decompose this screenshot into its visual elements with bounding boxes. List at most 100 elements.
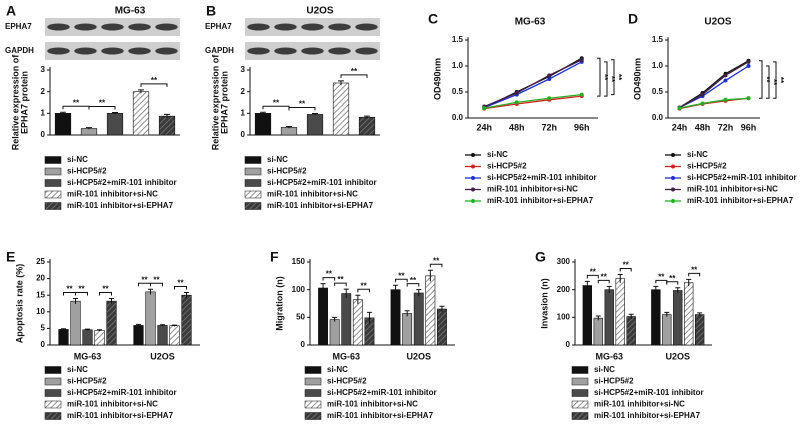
bar [157, 325, 168, 346]
line [679, 61, 749, 109]
blot-band [155, 47, 178, 55]
y-tick-label: 20 [36, 274, 45, 283]
significance-label: ** [326, 270, 333, 279]
error-bar [675, 287, 681, 294]
significance-label: ** [614, 74, 623, 81]
y-tick-label: 100 [292, 285, 306, 294]
significance-bracket [395, 278, 408, 283]
line [484, 61, 583, 109]
significance-bracket [334, 282, 347, 287]
legend-label: miR-101 inhibitor+si-NC [67, 400, 158, 409]
x-tick-label: U2OS [665, 351, 690, 361]
significance-label: ** [398, 271, 405, 280]
significance-bracket [340, 74, 368, 78]
legend-label: miR-101 inhibitor+si-EPHA7 [267, 201, 374, 210]
significance-bracket [666, 281, 679, 285]
blot-band [47, 47, 70, 55]
legend-label: si-NC [487, 150, 508, 159]
point [700, 101, 705, 106]
legend-swatch [244, 202, 262, 210]
error-bar [73, 298, 78, 304]
panel-title: MG-63 [515, 17, 546, 28]
point [700, 92, 705, 97]
significance-bracket [429, 263, 443, 268]
legend-swatch [44, 179, 62, 187]
y-tick-label: 0 [301, 340, 306, 349]
y-axis-label: Relative expression of [10, 54, 20, 151]
point [514, 91, 519, 96]
legend-label: si-HCP5#2 [67, 167, 107, 176]
y-tick-label: 0 [41, 340, 46, 349]
panel-title: U2OS [306, 6, 334, 17]
legend-label: miR-101 inhibitor+si-NC [594, 400, 685, 409]
x-tick-label: MG-63 [74, 351, 102, 361]
error-bar [260, 111, 266, 115]
significance-label: ** [299, 100, 306, 109]
significance-bracket [150, 282, 163, 287]
x-tick-label: U2OS [406, 351, 431, 361]
error-bar [628, 313, 634, 319]
legend-label: si-HCP5#2+miR-101 inhibitor [267, 178, 377, 187]
legend-swatch [571, 377, 589, 386]
point [746, 96, 751, 101]
x-tick-label: 96h [574, 122, 590, 132]
y-tick-label: 100 [557, 312, 571, 321]
legend-label: si-HCP5#2 [67, 377, 107, 386]
blot-band [155, 23, 178, 31]
y-axis-label: EPHA7 protein [19, 71, 29, 134]
point [514, 100, 519, 105]
bar [626, 316, 636, 346]
bar [254, 113, 272, 136]
significance-label: ** [623, 261, 630, 270]
error-bar [366, 311, 372, 324]
significance-label: ** [769, 79, 778, 86]
y-axis-label: Apoptosis rate (%) [14, 264, 24, 344]
line [679, 60, 749, 109]
bar [684, 282, 694, 346]
error-bar [112, 111, 118, 115]
point [723, 78, 728, 83]
point [723, 73, 728, 78]
error-bar [136, 323, 141, 327]
bar [437, 308, 447, 346]
significance-bracket [406, 283, 420, 287]
legend-label: si-HCP5#2 [594, 377, 634, 386]
legend-label: miR-101 inhibitor+si-EPHA7 [67, 201, 174, 210]
error-bar [404, 310, 410, 317]
error-bar [355, 294, 361, 305]
significance-label: ** [151, 76, 158, 85]
significance-label: ** [762, 76, 771, 83]
legend-label: si-NC [687, 150, 708, 159]
line [484, 95, 582, 110]
blot-band [274, 47, 297, 55]
significance-bracket [75, 292, 88, 296]
legend-label: si-HCP5#2 [327, 377, 367, 386]
x-tick-label: 24h [476, 122, 492, 132]
significance-label: ** [102, 285, 109, 294]
error-bar [85, 328, 90, 331]
error-bar [332, 316, 338, 322]
y-tick-label: 1.0 [452, 61, 464, 70]
error-bar [312, 113, 318, 116]
bar [181, 294, 192, 346]
bar [106, 113, 124, 136]
y-tick-label: 1 [41, 108, 46, 117]
legend-dot [471, 176, 475, 180]
legend-dot [671, 187, 675, 192]
legend-dot [471, 199, 475, 203]
blot-band [328, 47, 351, 55]
significance-bracket [604, 61, 608, 97]
error-bar [60, 111, 66, 115]
bar [70, 300, 81, 346]
bar [132, 91, 150, 136]
legend-swatch [571, 366, 589, 374]
bar [694, 314, 705, 346]
legend-label: miR-101 inhibitor+si-EPHA7 [327, 411, 434, 420]
significance-label: ** [600, 74, 609, 81]
legend-swatch [44, 202, 62, 210]
bar [54, 113, 72, 136]
legend-label: si-HCP5#2+miR-101 inhibitor [487, 173, 597, 182]
bar [133, 325, 144, 346]
line [679, 97, 749, 109]
x-tick-label: 96h [741, 122, 757, 132]
